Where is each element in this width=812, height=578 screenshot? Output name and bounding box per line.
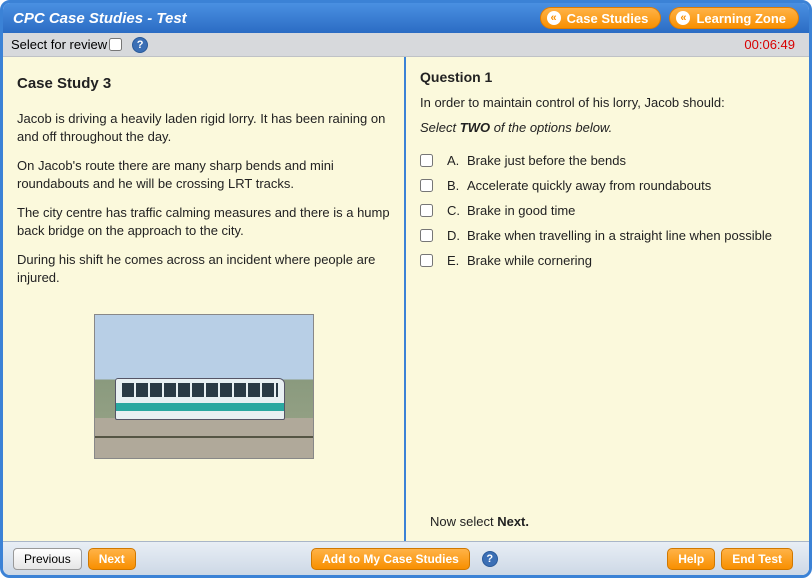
now-select-bold: Next. xyxy=(497,514,529,529)
question-panel: Question 1 In order to maintain control … xyxy=(406,57,809,541)
case-paragraph: The city centre has traffic calming meas… xyxy=(17,204,390,239)
question-title: Question 1 xyxy=(420,69,795,85)
nav-label: Case Studies xyxy=(567,11,649,26)
sub-bar: Select for review ? 00:06:49 xyxy=(3,33,809,57)
option-checkbox-a[interactable] xyxy=(420,154,433,167)
nav-learning-zone[interactable]: « Learning Zone xyxy=(669,7,799,29)
page-title: CPC Case Studies - Test xyxy=(13,10,532,27)
case-paragraph: During his shift he comes across an inci… xyxy=(17,251,390,286)
footer-bar: Previous Next Add to My Case Studies ? H… xyxy=(3,541,809,575)
next-button[interactable]: Next xyxy=(88,548,136,570)
instr-prefix: Select xyxy=(420,120,460,135)
option-text: Brake just before the bends xyxy=(467,153,795,168)
app-frame: CPC Case Studies - Test « Case Studies «… xyxy=(0,0,812,578)
case-image xyxy=(94,314,314,459)
option-checkbox-e[interactable] xyxy=(420,254,433,267)
option-text: Brake while cornering xyxy=(467,253,795,268)
help-button[interactable]: Help xyxy=(667,548,715,570)
question-text: In order to maintain control of his lorr… xyxy=(420,95,795,110)
chevron-left-icon: « xyxy=(547,11,561,25)
question-instruction: Select TWO of the options below. xyxy=(420,120,795,135)
option-letter: E. xyxy=(447,253,467,268)
now-select-prefix: Now select xyxy=(430,514,497,529)
previous-button[interactable]: Previous xyxy=(13,548,82,570)
instr-bold: TWO xyxy=(460,120,490,135)
option-letter: B. xyxy=(447,178,467,193)
instr-suffix: of the options below. xyxy=(490,120,612,135)
chevron-left-icon: « xyxy=(676,11,690,25)
option-row: B. Accelerate quickly away from roundabo… xyxy=(420,178,795,193)
case-heading: Case Study 3 xyxy=(17,75,390,92)
now-select-hint: Now select Next. xyxy=(430,514,529,529)
option-text: Brake when travelling in a straight line… xyxy=(467,228,795,243)
option-letter: A. xyxy=(447,153,467,168)
header-bar: CPC Case Studies - Test « Case Studies «… xyxy=(3,3,809,33)
nav-case-studies[interactable]: « Case Studies xyxy=(540,7,662,29)
review-label: Select for review xyxy=(11,37,107,52)
add-to-studies-button[interactable]: Add to My Case Studies xyxy=(311,548,470,570)
review-checkbox[interactable] xyxy=(109,38,122,51)
content-area: Case Study 3 Jacob is driving a heavily … xyxy=(3,57,809,541)
help-icon[interactable]: ? xyxy=(482,551,498,567)
nav-label: Learning Zone xyxy=(696,11,786,26)
option-checkbox-b[interactable] xyxy=(420,179,433,192)
option-text: Brake in good time xyxy=(467,203,795,218)
options-list: A. Brake just before the bends B. Accele… xyxy=(420,153,795,268)
option-row: E. Brake while cornering xyxy=(420,253,795,268)
option-letter: C. xyxy=(447,203,467,218)
case-paragraph: Jacob is driving a heavily laden rigid l… xyxy=(17,110,390,145)
end-test-button[interactable]: End Test xyxy=(721,548,793,570)
option-letter: D. xyxy=(447,228,467,243)
option-row: D. Brake when travelling in a straight l… xyxy=(420,228,795,243)
option-checkbox-d[interactable] xyxy=(420,229,433,242)
timer: 00:06:49 xyxy=(744,37,795,52)
option-row: C. Brake in good time xyxy=(420,203,795,218)
case-panel: Case Study 3 Jacob is driving a heavily … xyxy=(3,57,406,541)
option-checkbox-c[interactable] xyxy=(420,204,433,217)
help-icon[interactable]: ? xyxy=(132,37,148,53)
case-paragraph: On Jacob's route there are many sharp be… xyxy=(17,157,390,192)
option-row: A. Brake just before the bends xyxy=(420,153,795,168)
option-text: Accelerate quickly away from roundabouts xyxy=(467,178,795,193)
